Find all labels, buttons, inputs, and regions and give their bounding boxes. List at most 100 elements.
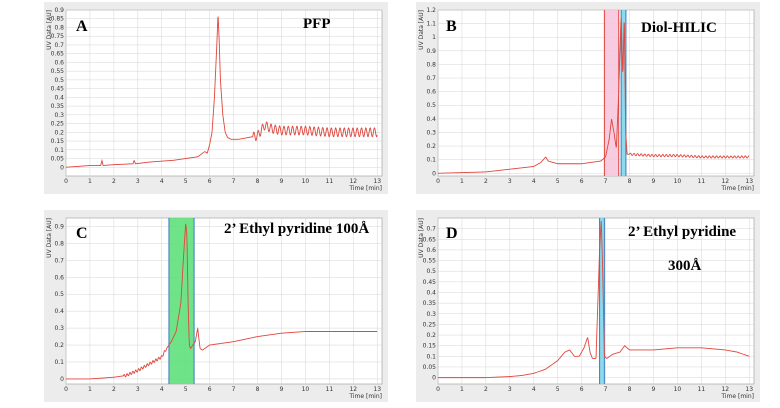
series-line bbox=[437, 17, 750, 174]
plot-area bbox=[437, 217, 755, 385]
x-tick-label: 10 bbox=[302, 178, 310, 185]
x-tick-label: 5 bbox=[556, 178, 560, 185]
x-tick-label: 0 bbox=[436, 386, 440, 393]
chart-svg-a: 0 1 2 3 4 5 6 7 8 9 10 11 12 1300.050.10.150.20.250.3… bbox=[46, 7, 383, 192]
y-tick-label: 0.3 bbox=[54, 325, 64, 332]
y-tick-label: 0.1 bbox=[426, 157, 436, 164]
y-tick-label: 0.3 bbox=[54, 112, 64, 119]
x-tick-label: 12 bbox=[349, 178, 357, 185]
y-tick-label: 0.2 bbox=[54, 342, 64, 349]
x-tick-label: 12 bbox=[721, 386, 729, 393]
y-tick-label: 0.2 bbox=[54, 129, 64, 136]
y-tick-label: 0.1 bbox=[54, 147, 64, 154]
x-tick-label: 6 bbox=[208, 386, 212, 393]
chart-title-c: 2’ Ethyl pyridine 100Å bbox=[224, 221, 370, 237]
y-tick-label: 0.05 bbox=[423, 364, 437, 371]
y-tick-label: 0.85 bbox=[51, 16, 65, 23]
x-tick-label: 4 bbox=[532, 386, 536, 393]
highlight-band bbox=[168, 218, 195, 384]
x-tick-label: 7 bbox=[604, 178, 608, 185]
x-axis-label: Time [min] bbox=[348, 185, 382, 192]
y-tick-label: 1.1 bbox=[426, 21, 436, 28]
y-tick-label: 0 bbox=[432, 375, 436, 382]
y-tick-label: 0.8 bbox=[54, 24, 64, 31]
highlight-band bbox=[621, 10, 626, 176]
x-tick-label: 4 bbox=[160, 178, 164, 185]
chart-panel-b: 0 1 2 3 4 5 6 7 8 9 10 11 12 13 0 0.1 0.2 0.3 0.4 0.5 0.6 0.7… bbox=[416, 2, 760, 194]
x-axis-label: Time [min] bbox=[720, 393, 754, 400]
chart-title-b: Diol-HILIC bbox=[641, 20, 717, 36]
x-tick-label: 5 bbox=[184, 178, 188, 185]
x-tick-label: 1 bbox=[88, 178, 92, 185]
y-tick-label: 0.25 bbox=[423, 321, 437, 328]
y-tick-label: 0.15 bbox=[51, 138, 65, 145]
y-tick-label: 0.55 bbox=[51, 68, 65, 75]
y-tick-label: 0.6 bbox=[54, 274, 64, 281]
x-tick-label: 1 bbox=[460, 386, 464, 393]
y-tick-label: 0.5 bbox=[54, 291, 64, 298]
x-tick-label: 0 bbox=[64, 178, 68, 185]
x-tick-label: 11 bbox=[326, 386, 334, 393]
x-tick-label: 0 bbox=[64, 386, 68, 393]
y-tick-label: 0 bbox=[60, 164, 64, 171]
y-tick-label: 0.6 bbox=[426, 89, 436, 96]
series-line bbox=[66, 223, 378, 380]
x-tick-label: 6 bbox=[208, 178, 212, 185]
y-tick-label: 0.4 bbox=[54, 308, 64, 315]
y-tick-label: 1.2 bbox=[426, 7, 436, 14]
y-tick-label: 0.65 bbox=[51, 51, 65, 58]
plot-area bbox=[65, 217, 383, 385]
x-tick-label: 7 bbox=[232, 178, 236, 185]
panel-letter-b: B bbox=[446, 18, 457, 35]
y-tick-label: 0.45 bbox=[423, 279, 437, 286]
x-tick-label: 6 bbox=[580, 386, 584, 393]
y-tick-label: 0 bbox=[432, 170, 436, 177]
panel-letter-a: A bbox=[76, 18, 88, 35]
y-tick-label: 0.05 bbox=[51, 156, 65, 163]
y-tick-label: 0.8 bbox=[426, 61, 436, 68]
y-tick-label: 0.6 bbox=[54, 59, 64, 66]
x-tick-label: 9 bbox=[280, 386, 284, 393]
x-tick-label: 2 bbox=[484, 386, 488, 393]
panel-letter-c: C bbox=[76, 225, 88, 242]
y-axis-label: UV Data [AU] bbox=[46, 10, 53, 50]
x-axis-label: Time [min] bbox=[348, 393, 382, 400]
x-tick-label: 11 bbox=[698, 386, 706, 393]
x-tick-label: 7 bbox=[232, 386, 236, 393]
chart-title-d: 2’ Ethyl pyridine bbox=[628, 224, 737, 240]
y-tick-label: 0.45 bbox=[51, 86, 65, 93]
highlight-band bbox=[604, 10, 619, 176]
y-tick-label: 0.4 bbox=[426, 289, 436, 296]
chart-subtitle-d: 300Å bbox=[668, 258, 702, 274]
chart-panel-a: 0 1 2 3 4 5 6 7 8 9 10 11 12 13 0 0.05 0.1 0.15 0.2 0.25 0.3… bbox=[44, 2, 388, 194]
chart-svg-d: 0 1 2 3 4 5 6 7 8 9 10 11 12 1300.050.10.150.20.250.3… bbox=[418, 217, 755, 400]
y-tick-label: 0.35 bbox=[423, 300, 437, 307]
x-tick-label: 3 bbox=[136, 178, 140, 185]
y-tick-label: 0.5 bbox=[426, 268, 436, 275]
x-tick-label: 0 bbox=[436, 178, 440, 185]
y-axis-label: UV Data [AU] bbox=[418, 10, 425, 50]
x-tick-label: 8 bbox=[628, 386, 632, 393]
x-tick-label: 1 bbox=[88, 386, 92, 393]
x-tick-label: 4 bbox=[532, 178, 536, 185]
chart-svg-c: 0 1 2 3 4 5 6 7 8 9 10 11 12 1300.10.20.30.40.50.60.7… bbox=[46, 217, 383, 400]
y-tick-label: 0.8 bbox=[54, 240, 64, 247]
chart-panel-c: 0 1 2 3 4 5 6 7 8 9 10 11 12 13 0 0.1 0.2 0.3 0.4 0.5 0.6 0.7… bbox=[44, 210, 388, 402]
y-tick-label: 0 bbox=[60, 376, 64, 383]
y-tick-label: 0.25 bbox=[51, 121, 65, 128]
x-tick-label: 10 bbox=[674, 386, 682, 393]
x-tick-label: 5 bbox=[184, 386, 188, 393]
y-tick-label: 0.7 bbox=[426, 226, 436, 233]
x-tick-label: 2 bbox=[484, 178, 488, 185]
x-tick-label: 10 bbox=[302, 386, 310, 393]
x-tick-label: 13 bbox=[373, 178, 381, 185]
highlight-band bbox=[599, 218, 605, 384]
y-tick-label: 0.7 bbox=[426, 75, 436, 82]
y-tick-label: 0.55 bbox=[423, 258, 437, 265]
panel-letter-d: D bbox=[446, 225, 458, 242]
x-tick-label: 9 bbox=[652, 178, 656, 185]
x-tick-label: 12 bbox=[721, 178, 729, 185]
series-line bbox=[438, 221, 750, 379]
x-tick-label: 11 bbox=[326, 178, 334, 185]
x-tick-label: 1 bbox=[460, 178, 464, 185]
